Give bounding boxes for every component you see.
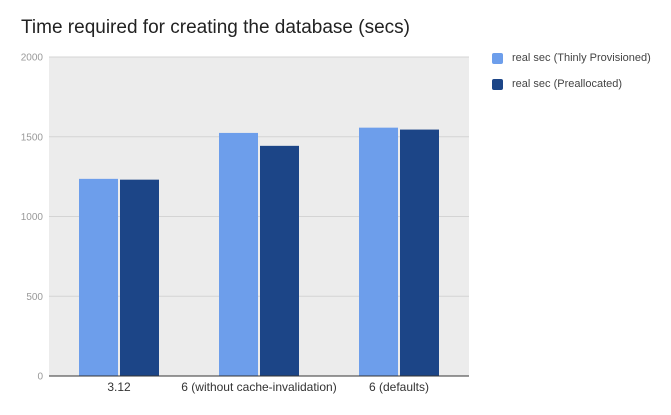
y-tick-label: 1000 xyxy=(21,212,44,223)
legend: real sec (Thinly Provisioned) real sec (… xyxy=(492,51,651,103)
bar-series0-cat0[interactable] xyxy=(79,178,118,376)
bar-series1-cat1[interactable] xyxy=(260,145,299,376)
legend-label-prealloc: real sec (Preallocated) xyxy=(512,78,623,90)
bar-series1-cat0[interactable] xyxy=(120,179,159,376)
y-tick-label: 0 xyxy=(37,372,43,383)
bars xyxy=(79,127,439,376)
x-category-label: 6 (without cache-invalidation) xyxy=(181,380,336,394)
y-tick-label: 1500 xyxy=(21,132,44,143)
legend-item-prealloc[interactable]: real sec (Preallocated) xyxy=(492,77,651,91)
x-category-label: 3.12 xyxy=(107,380,131,394)
legend-swatch-prealloc xyxy=(492,78,503,90)
legend-label-thin: real sec (Thinly Provisioned) xyxy=(512,52,651,64)
legend-swatch-thin xyxy=(492,52,503,64)
bar-series1-cat2[interactable] xyxy=(400,129,439,376)
y-tick-label: 500 xyxy=(26,292,43,303)
y-axis-ticks: 0 500 1000 1500 2000 xyxy=(21,53,44,383)
x-axis-categories: 3.12 6 (without cache-invalidation) 6 (def… xyxy=(107,380,429,394)
gridlines xyxy=(49,56,469,297)
y-tick-label: 2000 xyxy=(21,53,44,64)
x-category-label: 6 (defaults) xyxy=(369,380,429,394)
bar-series0-cat2[interactable] xyxy=(359,127,398,376)
bar-series0-cat1[interactable] xyxy=(219,132,258,376)
chart-title: Time required for creating the database … xyxy=(21,17,410,38)
legend-item-thin[interactable]: real sec (Thinly Provisioned) xyxy=(492,51,651,65)
